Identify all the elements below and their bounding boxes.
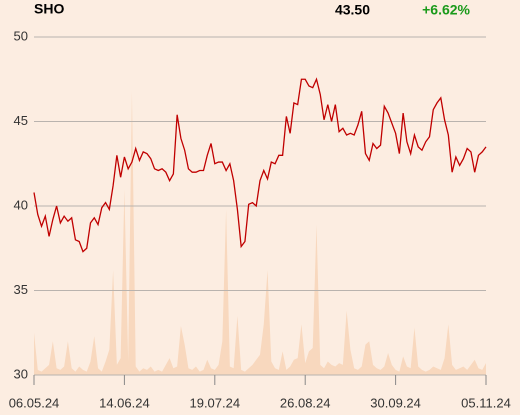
volume-area bbox=[34, 91, 486, 375]
x-tick-label: 26.08.24 bbox=[280, 395, 331, 410]
y-tick-label: 35 bbox=[14, 282, 28, 297]
x-tick-label: 05.11.24 bbox=[461, 395, 511, 410]
x-tick-label: 14.06.24 bbox=[99, 395, 150, 410]
y-tick-label: 50 bbox=[14, 28, 28, 43]
x-tick-label: 30.09.24 bbox=[370, 395, 421, 410]
change: +6.62% bbox=[422, 2, 470, 18]
x-tick-label: 06.05.24 bbox=[9, 395, 60, 410]
x-tick-label: 19.07.24 bbox=[189, 395, 240, 410]
y-tick-label: 40 bbox=[14, 197, 28, 212]
y-tick-label: 30 bbox=[14, 366, 28, 381]
y-tick-label: 45 bbox=[14, 113, 28, 128]
price-line bbox=[33, 77, 487, 253]
price: 43.50 bbox=[335, 2, 370, 18]
ticker: SHO bbox=[34, 1, 64, 17]
